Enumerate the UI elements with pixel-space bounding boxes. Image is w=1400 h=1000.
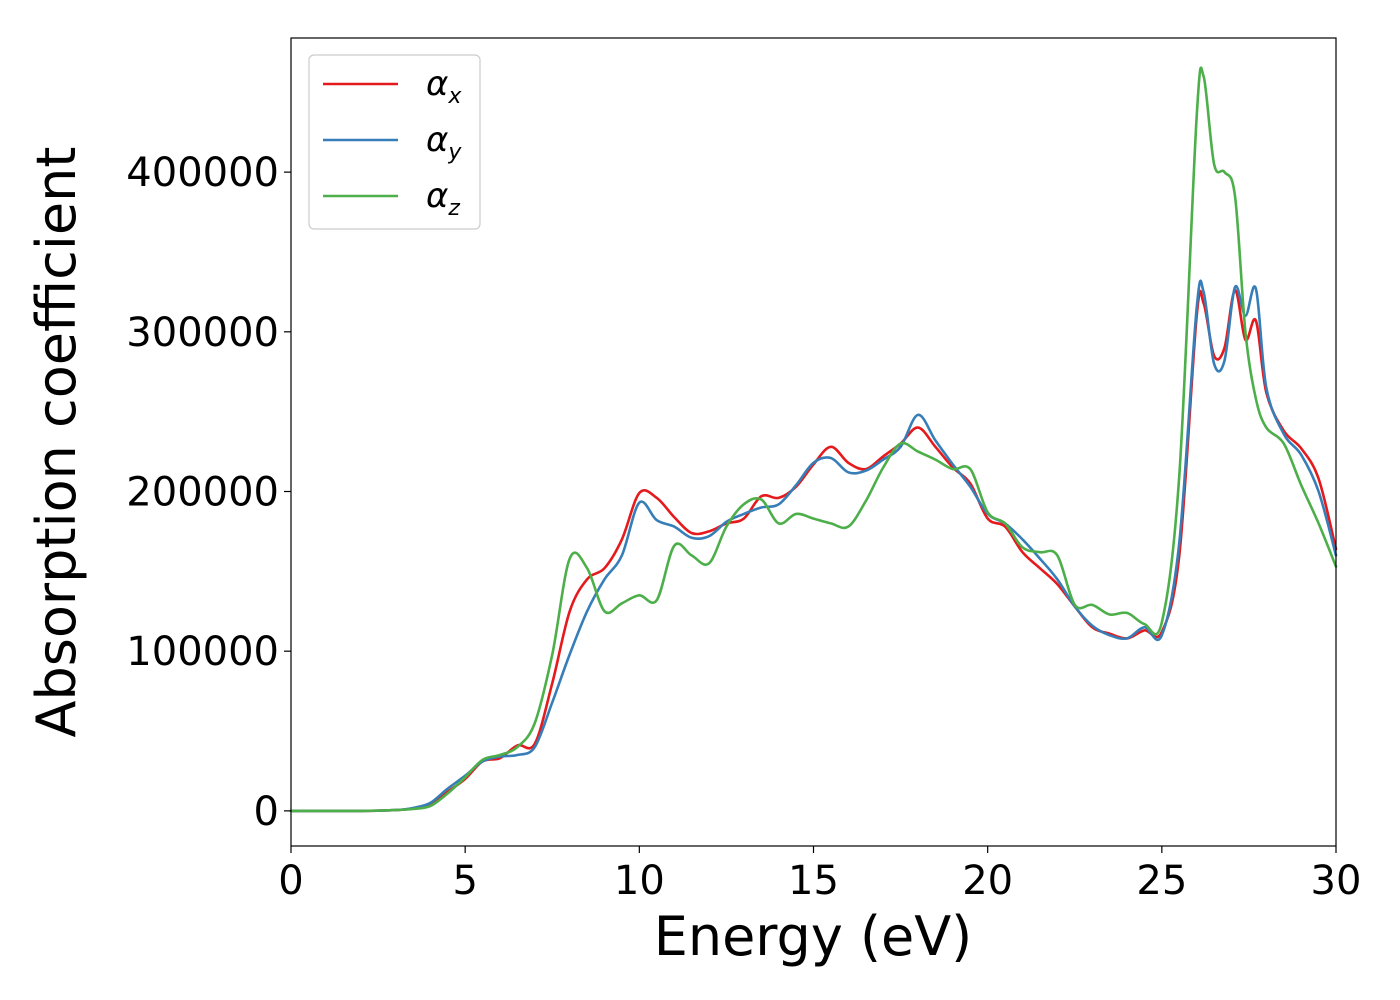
y-tick-label: 400000	[126, 150, 279, 196]
x-tick-label: 30	[1311, 858, 1362, 904]
y-tick-label: 300000	[126, 310, 279, 356]
y-tick-label: 200000	[126, 470, 279, 516]
x-axis-title: Energy (eV)	[654, 905, 973, 968]
x-tick-label: 25	[1136, 858, 1187, 904]
series-line-alpha-z	[289, 66, 1338, 813]
y-axis-title: Absorption coefficient	[25, 147, 88, 738]
x-tick-label: 10	[614, 858, 665, 904]
x-tick-label: 15	[788, 858, 839, 904]
x-tick-label: 20	[962, 858, 1013, 904]
legend-box	[308, 54, 481, 230]
series-layer	[289, 66, 1338, 813]
x-tick-label: 0	[278, 858, 303, 904]
x-axis: 0 5 10 15 20 25 30	[278, 846, 1361, 904]
y-axis: 0 100000 200000 300000 400000	[126, 150, 291, 835]
y-tick-label: 100000	[126, 629, 279, 675]
legend: αx αy αz	[308, 54, 481, 230]
y-tick-label: 0	[254, 789, 279, 835]
series-line-alpha-y	[289, 279, 1338, 813]
legend-label-alpha-x: αx	[426, 64, 462, 109]
legend-label-alpha-y: αy	[426, 120, 462, 165]
legend-label-alpha-z: αz	[426, 176, 460, 221]
series-line-alpha-x	[289, 288, 1338, 813]
x-tick-label: 5	[452, 858, 477, 904]
